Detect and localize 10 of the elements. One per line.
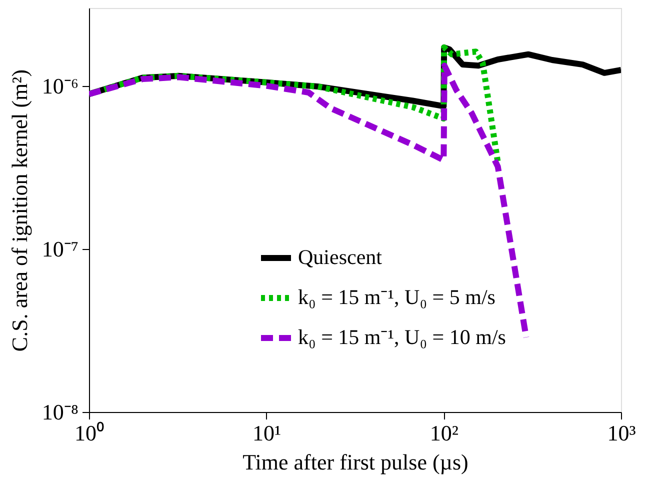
x-tick-label: 10² [430,420,459,446]
x-tick-label: 10³ [607,420,636,446]
y-tick-label: 10⁻⁶ [42,73,78,98]
x-tick-label: 10¹ [252,420,282,446]
x-axis-title: Time after first pulse (µs) [242,450,468,474]
y-tick-label: 10⁻⁷ [42,236,78,262]
y-axis-title: C.S. area of ignition kernel (m²) [6,69,32,352]
legend-label: Quiescent [298,245,382,269]
legend-label: k₀ = 15 m⁻¹, U₀ = 5 m/s [298,285,496,309]
legend-label: k₀ = 15 m⁻¹, U₀ = 10 m/s [298,325,506,349]
